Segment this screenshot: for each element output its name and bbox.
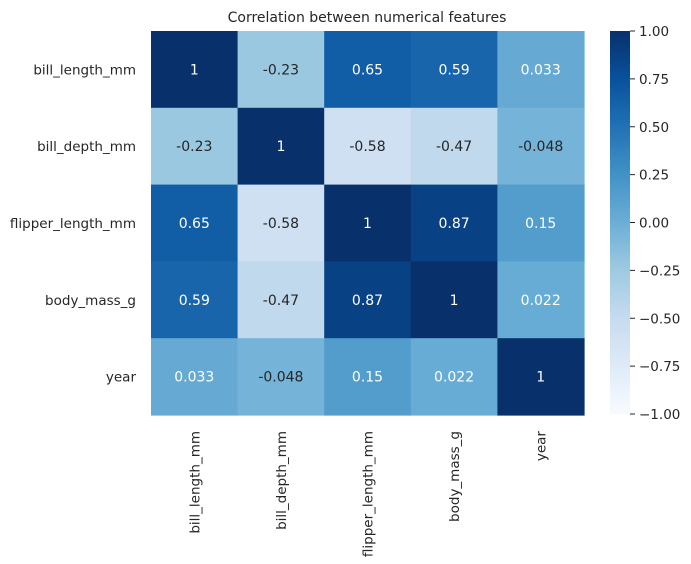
chart-title: Correlation between numerical features [228,10,507,26]
heatmap-cell [324,184,412,262]
colorbar-tick-label: −1.00 [639,407,680,423]
cell-value-label: -0.58 [349,139,385,155]
cell-value-label: -0.47 [436,139,472,155]
cell-value-label: 0.65 [179,216,210,232]
cell-value-label: -0.048 [258,370,303,386]
x-tick-label: year [534,431,550,462]
heatmap-cell [151,107,239,186]
heatmap-cell [151,261,239,339]
y-tick-label: year [106,370,137,386]
y-tick-label: flipper_length_mm [10,216,136,232]
x-tick-label: body_mass_g [447,431,463,522]
x-tick-label: flipper_length_mm [361,431,377,557]
y-tick-label: bill_depth_mm [37,139,136,155]
cell-value-label: -0.47 [263,293,299,309]
heatmap-cell [410,31,498,109]
cell-value-label: 1 [536,370,545,386]
cell-value-label: 0.87 [352,293,383,309]
cell-value-label: 0.65 [352,62,383,78]
cell-value-label: -0.58 [263,216,299,232]
colorbar-tick-label: 0.75 [639,72,669,88]
cell-value-label: 0.87 [439,216,470,232]
heatmap-cells: 1 -0.23 0.65 0.59 0.033 -0.23 1 -0.58 -0.47 -0.04… [151,31,585,416]
y-axis-tick-labels: bill_length_mm bill_depth_mm flipper_lengt… [10,62,137,385]
x-tick-label: bill_depth_mm [274,431,290,530]
cell-value-label: -0.23 [263,62,299,78]
heatmap-cell [237,31,325,109]
cell-value-label: 0.59 [439,62,470,78]
x-axis-tick-labels: bill_length_mm bill_depth_mm flipper_lengt… [187,431,549,558]
cell-value-label: 1 [190,62,199,78]
cell-value-label: -0.23 [176,139,212,155]
heatmap-cell [497,261,585,339]
colorbar-tick-label: 0.00 [639,216,669,232]
heatmap-cell [237,107,325,186]
colorbar-tick-label: 1.00 [639,24,669,40]
heatmap-cell [497,31,585,109]
y-tick-label: body_mass_g [45,293,136,309]
cell-value-label: 0.033 [174,370,214,386]
colorbar: 1.00 0.75 0.50 0.25 0.00 −0.25 −0.50 −0.75 −1.00 [610,24,680,423]
colorbar-tick-label: 0.25 [639,168,669,184]
x-tick-label: bill_length_mm [187,431,203,534]
heatmap-cell [324,31,412,109]
cell-value-label: 1 [363,216,372,232]
heatmap-cell [410,338,498,416]
heatmap-cell [237,184,325,262]
cell-value-label: 0.15 [352,370,383,386]
cell-value-label: 0.15 [525,216,556,232]
colorbar-tick-label: −0.75 [639,359,680,375]
heatmap-cell [324,261,412,339]
cell-value-label: 0.022 [521,293,561,309]
cell-value-label: -0.048 [518,139,563,155]
heatmap-cell [151,338,239,416]
heatmap-cell [324,107,412,186]
heatmap-cell [497,338,585,416]
cell-value-label: 0.022 [434,370,474,386]
colorbar-tick-label: 0.50 [639,120,669,136]
heatmap-cell [237,261,325,339]
cell-value-label: 1 [450,293,459,309]
cell-value-label: 1 [276,139,285,155]
y-tick-label: bill_length_mm [33,62,136,78]
heatmap-cell [497,184,585,262]
heatmap-cell [151,31,239,109]
colorbar-tick-label: −0.25 [639,263,680,279]
heatmap-cell [151,184,239,262]
heatmap-cell [324,338,412,416]
cell-value-label: 0.033 [521,62,561,78]
heatmap-cell [410,184,498,262]
heatmap-cell [410,107,498,186]
colorbar-gradient [610,31,630,414]
colorbar-tick-label: −0.50 [639,311,680,327]
cell-value-label: 0.59 [179,293,210,309]
heatmap-cell [410,261,498,339]
heatmap-cell [237,338,325,416]
heatmap-cell [497,107,585,186]
